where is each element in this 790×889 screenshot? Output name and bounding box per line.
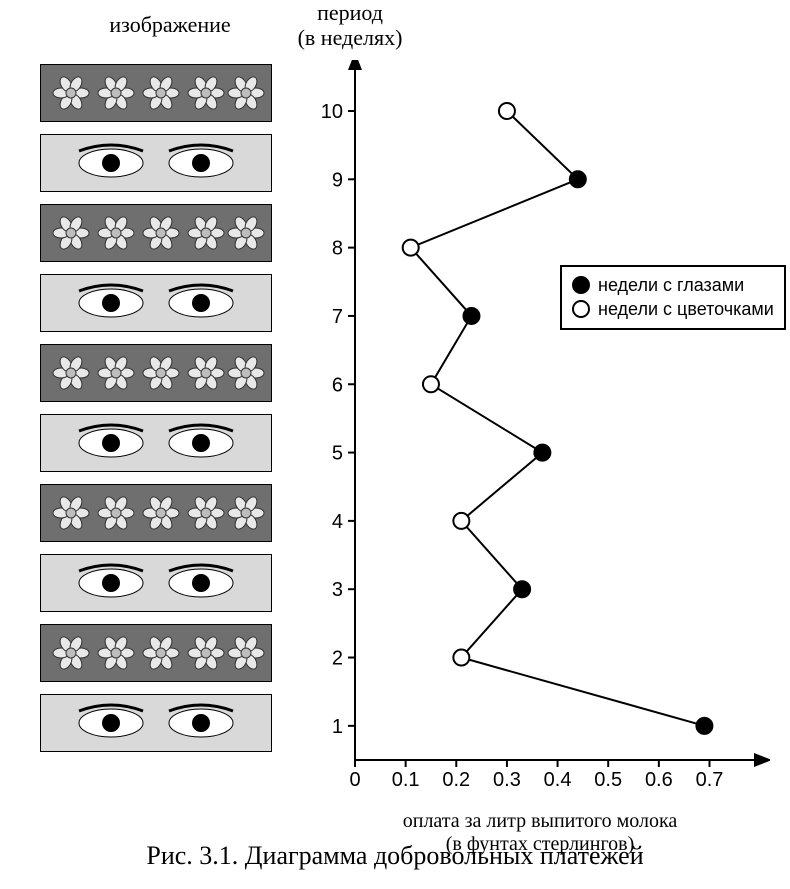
data-point-week-5 <box>534 445 550 461</box>
x-tick-label: 0.1 <box>392 769 420 791</box>
images-column-title: изображение <box>40 12 300 37</box>
legend-label-flowers: недели с цветочками <box>598 297 774 321</box>
figure-caption: Рис. 3.1. Диаграмма добровольных платеже… <box>0 841 790 871</box>
x-tick-label: 0.7 <box>696 769 724 791</box>
stimulus-images-column <box>40 64 270 764</box>
x-tick-label: 0.6 <box>645 769 673 791</box>
stimulus-image-week-6 <box>40 344 272 402</box>
stimulus-image-week-4 <box>40 484 272 542</box>
legend-row-flowers: недели с цветочками <box>572 297 774 321</box>
x-tick-label: 0.5 <box>594 769 622 791</box>
legend-marker-eyes-icon <box>572 276 590 294</box>
y-tick-label: 6 <box>332 374 343 396</box>
y-tick-label: 1 <box>332 716 343 738</box>
y-tick-label: 7 <box>332 306 343 328</box>
x-tick-label: 0.2 <box>442 769 470 791</box>
x-tick-label: 0.3 <box>493 769 521 791</box>
stimulus-image-week-1 <box>40 694 272 752</box>
data-point-week-3 <box>514 581 530 597</box>
data-point-week-6 <box>423 376 439 392</box>
stimulus-image-week-2 <box>40 624 272 682</box>
data-point-week-1 <box>696 718 712 734</box>
data-point-week-10 <box>499 103 515 119</box>
data-point-week-8 <box>403 240 419 256</box>
y-tick-label: 3 <box>332 579 343 601</box>
data-point-week-9 <box>570 171 586 187</box>
stimulus-image-week-5 <box>40 414 272 472</box>
legend: недели с глазами недели с цветочками <box>560 265 786 330</box>
data-point-week-4 <box>453 513 469 529</box>
chart-area: 1 2 3 4 5 6 7 8 9 10 0 0.1 0.2 0.3 0.4 0.5 0.6 0.7 недели… <box>300 60 770 820</box>
y-tick-label: 4 <box>332 511 343 533</box>
payments-line-chart: 1 2 3 4 5 6 7 8 9 10 0 0.1 0.2 0.3 0.4 0.5 0.6 0.7 <box>300 60 770 820</box>
figure-page: { "titles": { "left": "изображение", "ri… <box>0 0 790 889</box>
period-column-title: период(в неделях) <box>270 0 430 51</box>
y-tick-label: 8 <box>332 238 343 260</box>
y-tick-label: 2 <box>332 648 343 670</box>
data-point-week-2 <box>453 650 469 666</box>
legend-marker-flowers-icon <box>572 300 590 318</box>
y-tick-label: 5 <box>332 443 343 465</box>
y-tick-label: 9 <box>332 169 343 191</box>
y-tick-label: 10 <box>321 101 343 123</box>
x-axis-label-line1: оплата за литр выпитого молока <box>340 810 740 833</box>
stimulus-image-week-8 <box>40 204 272 262</box>
x-tick-label: 0.4 <box>544 769 572 791</box>
x-tick-label: 0 <box>349 769 360 791</box>
legend-row-eyes: недели с глазами <box>572 273 774 297</box>
stimulus-image-week-3 <box>40 554 272 612</box>
legend-label-eyes: недели с глазами <box>598 273 744 297</box>
stimulus-image-week-9 <box>40 134 272 192</box>
data-point-week-7 <box>463 308 479 324</box>
stimulus-image-week-10 <box>40 64 272 122</box>
stimulus-image-week-7 <box>40 274 272 332</box>
period-column-title-text: период(в неделях) <box>298 0 403 50</box>
